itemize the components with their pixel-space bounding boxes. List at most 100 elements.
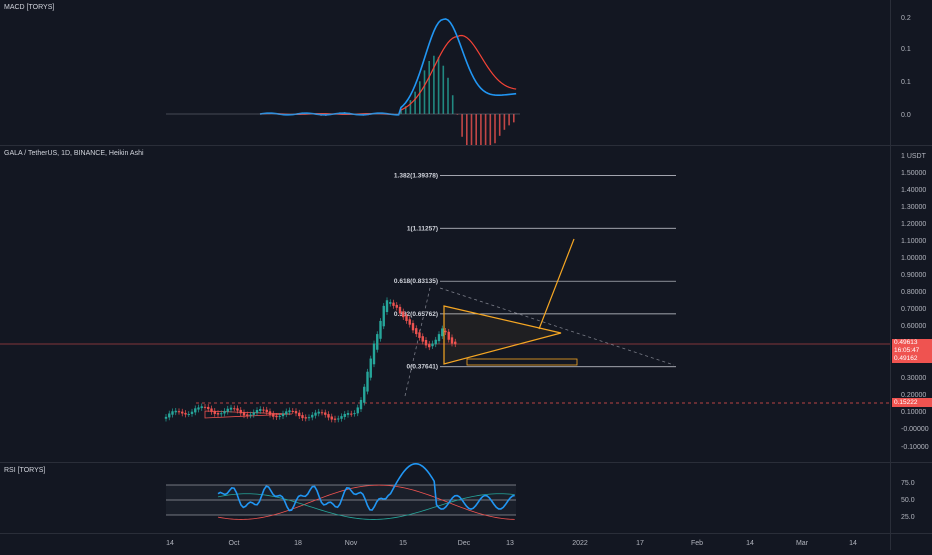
candle-body (321, 412, 323, 413)
fib-level-label: 1.618(1.56752) (394, 146, 438, 147)
macd-histogram-bar (428, 61, 430, 114)
time-axis-label: Dec (458, 540, 471, 547)
candle-body (178, 411, 180, 412)
candle-body (197, 407, 199, 409)
candle-body (425, 340, 427, 345)
candle-body (334, 419, 336, 420)
macd-pane[interactable]: MACD [TORYS] (0, 0, 890, 145)
candle-body (327, 414, 329, 417)
candle-body (295, 411, 297, 413)
candle-body (168, 413, 170, 417)
price-axis-label: 1.00000 (901, 255, 926, 262)
time-axis-label: 13 (506, 540, 514, 547)
candle-body (438, 334, 440, 341)
price-axis-label: 0.80000 (901, 289, 926, 296)
candle-body (350, 414, 352, 415)
candle-body (373, 344, 375, 365)
candle-body (360, 400, 362, 409)
macd-histogram-bar (475, 114, 477, 145)
macd-histogram-bar (414, 92, 416, 114)
candle-body (379, 321, 381, 339)
rsi-axis-label: 25.0 (901, 514, 915, 521)
candle-body (236, 408, 238, 410)
time-axis-label: Nov (345, 540, 358, 547)
price-axis-label: 0.30000 (901, 375, 926, 382)
candle-body (324, 412, 326, 414)
candle-body (389, 302, 391, 304)
macd-histogram-bar (419, 81, 421, 114)
candle-body (441, 328, 443, 336)
time-axis-label: 18 (294, 540, 302, 547)
candle-body (444, 331, 446, 332)
candle-body (340, 416, 342, 419)
candle-body (383, 306, 385, 326)
candle-body (256, 410, 258, 413)
macd-axis-label: 0.1 (901, 46, 911, 53)
macd-axis-label: 0.0 (901, 112, 911, 119)
candle-body (188, 414, 190, 415)
macd-line (260, 19, 516, 115)
candle-body (298, 413, 300, 416)
candle-body (233, 408, 235, 409)
macd-histogram-bar (513, 114, 515, 122)
macd-histogram-bar (485, 114, 487, 145)
candle-body (279, 416, 281, 417)
time-axis-label: Mar (796, 540, 809, 547)
candle-body (399, 307, 401, 314)
candle-body (246, 414, 248, 415)
macd-histogram-bar (461, 114, 463, 137)
macd-plot (0, 0, 890, 145)
macd-histogram-bar (447, 78, 449, 114)
macd-histogram-bar (508, 114, 510, 125)
candle-body (220, 413, 222, 414)
candle-body (311, 415, 313, 418)
candle-body (344, 414, 346, 417)
triangle-drawing (444, 306, 561, 364)
price-axis-label: 0.70000 (901, 306, 926, 313)
candle-body (392, 303, 394, 306)
price-axis-label: 1.50000 (901, 170, 926, 177)
candle-body (223, 411, 225, 414)
macd-axis-label: 0.2 (901, 15, 911, 22)
candle-body (230, 408, 232, 410)
macd-histogram-bar (499, 114, 501, 136)
candle-body (366, 372, 368, 392)
candle-body (175, 411, 177, 413)
candle-body (308, 417, 310, 418)
macd-histogram-bar (471, 114, 473, 145)
candle-body (435, 340, 437, 345)
candle-body (454, 342, 456, 345)
candle-body (288, 410, 290, 412)
macd-histogram-bar (480, 114, 482, 145)
fib-level-label: 1(1.11257) (407, 225, 438, 232)
candle-body (165, 417, 167, 419)
macd-histogram-bar (433, 56, 435, 114)
macd-axis-label: 0.1 (901, 79, 911, 86)
candle-body (282, 414, 284, 417)
candle-body (376, 334, 378, 350)
time-axis-label: 14 (166, 540, 174, 547)
rsi-axis-label: 50.0 (901, 497, 915, 504)
macd-histogram-bar (438, 57, 440, 114)
candle-body (269, 411, 271, 414)
candle-body (204, 407, 206, 408)
candle-body (210, 408, 212, 411)
macd-signal-line (260, 36, 516, 115)
countdown-value: 16:05:47 (894, 347, 932, 355)
macd-histogram-bar (466, 114, 468, 145)
candle-body (431, 344, 433, 347)
rsi-plot (0, 463, 890, 533)
candle-body (292, 411, 294, 412)
time-axis-label: 14 (849, 540, 857, 547)
price-axis-label: 1.40000 (901, 187, 926, 194)
candle-body (262, 410, 264, 411)
candle-body (409, 319, 411, 324)
candle-body (363, 387, 365, 403)
price-axis-label: 0.90000 (901, 272, 926, 279)
candle-body (301, 415, 303, 418)
candle-body (272, 414, 274, 417)
support-price-tag: 0.15222 (892, 398, 932, 407)
